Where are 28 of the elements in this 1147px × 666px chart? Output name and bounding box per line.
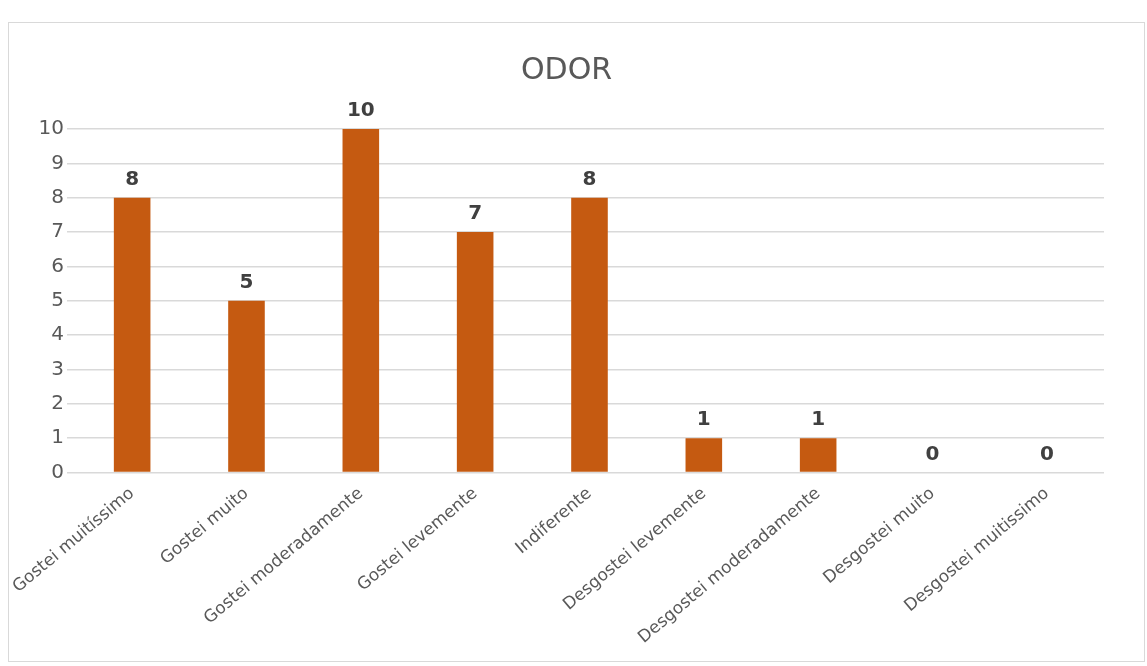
bar (342, 129, 380, 472)
data-label: 5 (239, 269, 254, 293)
bar (685, 438, 723, 472)
y-tick-label: 8 (51, 183, 64, 208)
data-label: 8 (125, 165, 140, 190)
bar (571, 197, 608, 472)
y-tick-label: 0 (51, 458, 64, 483)
data-label: 7 (468, 200, 483, 225)
data-label: 0 (925, 440, 940, 465)
chart-title: ODOR (520, 50, 613, 86)
bar (456, 232, 494, 472)
data-label: 0 (1039, 440, 1054, 465)
data-label: 8 (582, 165, 597, 190)
bar (113, 197, 151, 472)
y-tick-label: 4 (51, 321, 64, 346)
y-tick-label: 3 (51, 355, 64, 380)
bar (228, 300, 265, 472)
bar (799, 438, 837, 472)
y-tick-label: 2 (51, 390, 64, 415)
data-label: 1 (811, 406, 826, 431)
y-tick-label: 10 (38, 115, 64, 140)
data-label: 1 (696, 406, 711, 431)
y-tick-label: 1 (51, 424, 64, 449)
data-label: 10 (346, 97, 375, 122)
y-tick-label: 5 (51, 287, 64, 311)
y-tick-label: 9 (51, 149, 64, 174)
y-tick-label: 7 (51, 218, 64, 243)
y-tick-label: 6 (51, 252, 64, 277)
